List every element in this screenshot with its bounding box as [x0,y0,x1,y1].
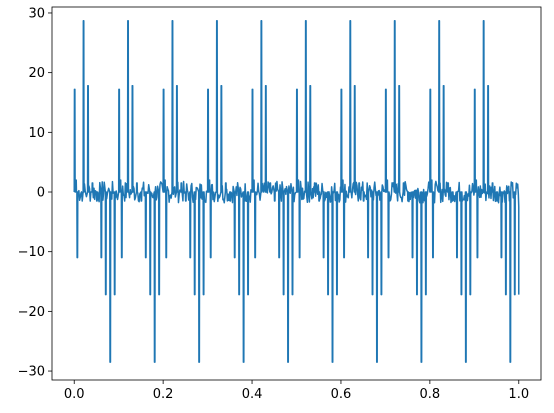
y-tick-label: 0 [37,186,45,201]
y-tick-label: 30 [28,6,45,21]
x-tick-label: 0.0 [64,387,85,402]
y-axis: −30 −20 −10 0 10 20 30 [18,6,52,380]
x-tick-label: 0.4 [242,387,263,402]
y-tick-label: −30 [18,365,45,380]
y-tick-label: −20 [18,305,45,320]
axes-frame [51,6,542,381]
x-tick-label: 1.0 [508,387,529,402]
x-tick-label: 0.2 [153,387,174,402]
x-tick-label: 0.8 [420,387,441,402]
series-line [73,19,520,363]
y-tick-label: −10 [18,245,45,260]
y-tick-label: 10 [28,126,45,141]
series-line-layer [73,19,520,363]
y-tick-label: 20 [28,66,45,81]
x-tick-label: 0.6 [331,387,352,402]
x-axis: 0.0 0.2 0.4 0.6 0.8 1.0 [64,380,529,402]
